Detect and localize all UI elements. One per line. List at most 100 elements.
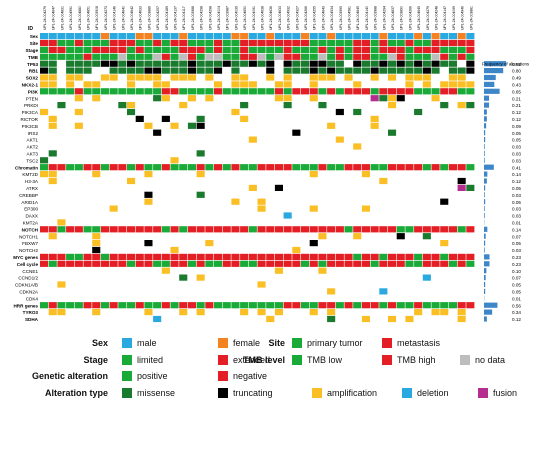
row-label: Sex [30,34,39,39]
oncoprint-cell [109,81,118,88]
oncoprint-cell [466,122,475,129]
oncoprint-cell [214,60,223,67]
oncoprint-cell [353,240,362,247]
oncoprint-cell [92,212,101,219]
oncoprint-cell [66,136,75,143]
oncoprint-cell [161,122,170,129]
sample-id-label: UPL-24-004642 [130,6,134,30]
oncoprint-cell [109,157,118,164]
row-label: TYRO3 [23,310,39,315]
oncoprint-cell [266,150,275,157]
sample-id-label: UPL-24-004147 [443,6,447,30]
oncoprint-cell [257,129,266,136]
frequency-bar [484,68,504,74]
oncoprint-cell [66,226,75,233]
oncoprint-cell [405,115,414,122]
oncoprint-cell [187,33,196,40]
oncoprint-cell [431,95,440,102]
oncoprint-cell [240,233,249,240]
oncoprint-cell [144,60,153,67]
oncoprint-cell [222,171,231,178]
oncoprint-cell [179,309,188,316]
frequency-value: 0.49 [512,76,521,81]
oncoprint-cell [361,233,370,240]
oncoprint-cell [466,136,475,143]
oncoprint-cell [83,60,92,67]
oncoprint-cell [196,274,205,281]
oncoprint-cell [144,53,153,60]
oncoprint-cell [127,164,136,171]
oncoprint-cell [170,177,179,185]
oncoprint-cell [57,315,66,323]
oncoprint-cell [57,67,66,74]
oncoprint-cell [40,205,49,212]
oncoprint-cell [370,171,379,178]
oncoprint-cell [457,164,466,171]
oncoprint-cell [118,309,127,316]
oncoprint-cell [144,212,153,219]
oncoprint-cell [205,219,214,226]
sample-id-label: UPL-24-004137 [174,6,178,30]
frequency-bar [484,123,487,129]
oncoprint-cell [431,164,440,171]
oncoprint-cell [196,74,205,81]
oncoprint-cell [170,184,179,191]
oncoprint-cell [257,212,266,219]
oncoprint-cell [248,157,257,164]
oncoprint-cell [40,240,49,247]
oncoprint-cell [127,171,136,178]
oncoprint-cell [231,157,240,164]
oncoprint-cell [74,198,83,205]
oncoprint-cell [205,253,214,260]
oncoprint-cell [344,288,353,295]
oncoprint-cell [135,198,144,205]
oncoprint-cell [344,315,353,323]
oncoprint-cell [214,274,223,281]
oncoprint-cell [92,274,101,281]
oncoprint-cell [222,157,231,164]
oncoprint-cell [196,122,205,129]
oncoprint-cell [196,253,205,260]
oncoprint-cell [257,171,266,178]
oncoprint-cell [440,143,449,150]
oncoprint-cell [448,164,457,171]
oncoprint-cell [457,136,466,143]
row-label: ARID1A [21,200,39,205]
oncoprint-cell [431,205,440,212]
oncoprint-cell [379,171,388,178]
oncoprint-cell [196,302,205,309]
oncoprint-cell [274,108,283,116]
oncoprint-cell [118,115,127,122]
oncoprint-cell [466,302,475,309]
oncoprint-cell [266,177,275,185]
oncoprint-cell [396,81,405,88]
oncoprint-cell [353,253,362,260]
oncoprint-cell [240,74,249,81]
oncoprint-cell [144,129,153,136]
sample-id-label: UPL-24-004039 [234,6,238,30]
oncoprint-cell [440,136,449,143]
oncoprint-cell [205,191,214,198]
oncoprint-cell [196,53,205,60]
oncoprint-cell [457,46,466,53]
oncoprint-cell [66,240,75,247]
oncoprint-cell [57,88,66,95]
oncoprint-cell [301,205,310,212]
oncoprint-cell [231,95,240,102]
oncoprint-cell [457,205,466,212]
oncoprint-cell [92,295,101,302]
oncoprint-cell [274,315,283,323]
oncoprint-cell [335,260,344,267]
oncoprint-cell [127,115,136,122]
row-label: EP300 [24,207,38,212]
oncoprint-cell [370,46,379,53]
oncoprint-cell [283,267,292,274]
oncoprint-cell [257,157,266,164]
oncoprint-cell [48,60,57,67]
oncoprint-cell [187,81,196,88]
oncoprint-cell [153,33,162,40]
oncoprint-cell [283,115,292,122]
oncoprint-cell [466,267,475,274]
oncoprint-cell [83,240,92,247]
oncoprint-cell [266,281,275,288]
